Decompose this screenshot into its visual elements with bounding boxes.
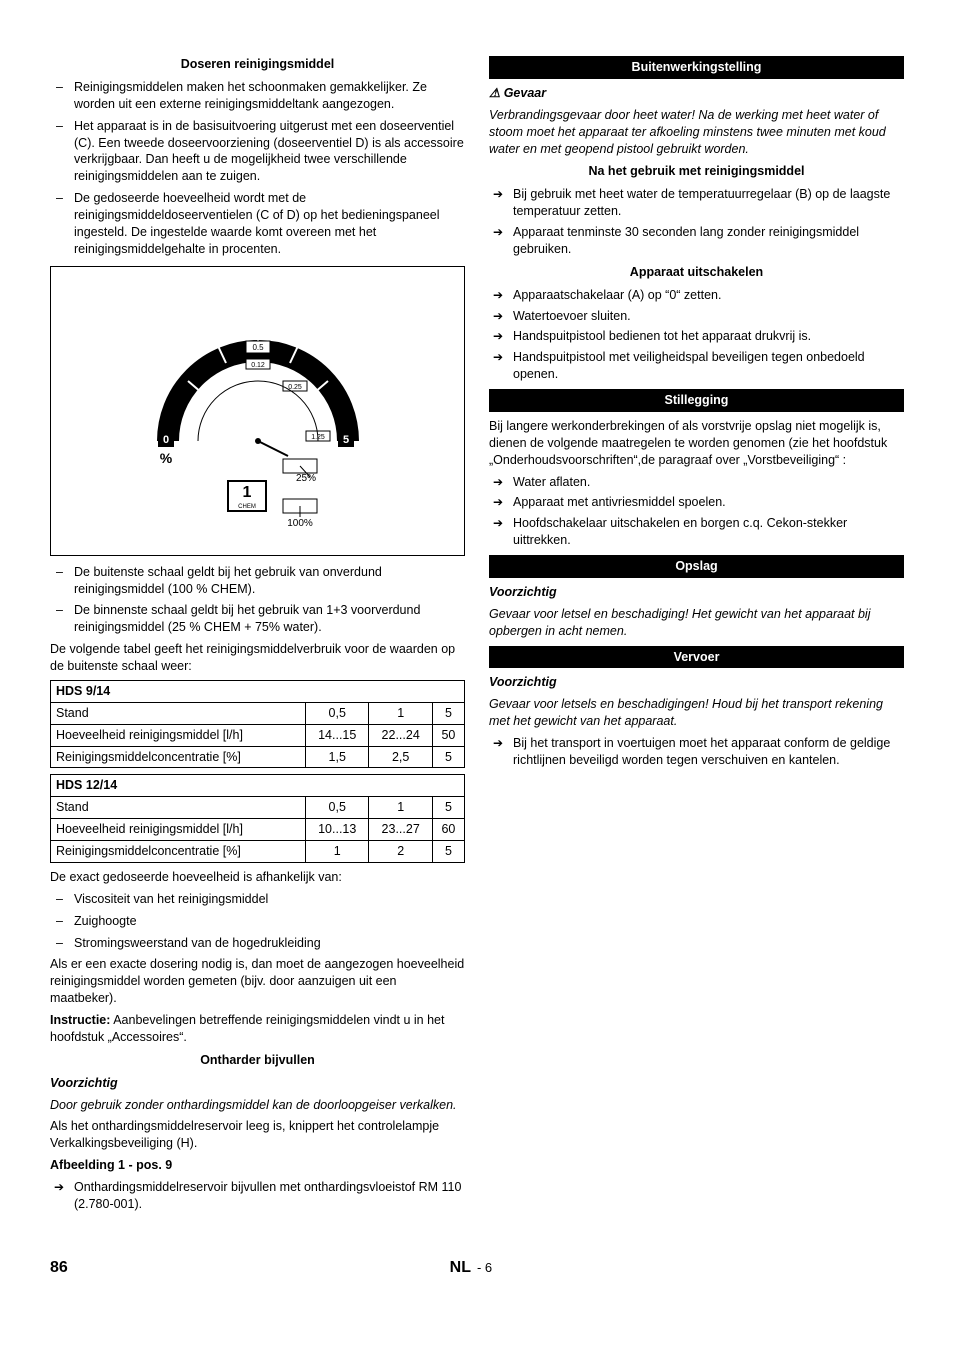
svg-text:25%: 25% [295, 473, 315, 484]
section-title: Doseren reinigingsmiddel [50, 56, 465, 73]
list-item: Onthardingsmiddelreservoir bijvullen met… [50, 1179, 465, 1213]
paragraph: Instructie: Aanbevelingen betreffende re… [50, 1012, 465, 1046]
list-item: Stromingsweerstand van de hogedrukleidin… [50, 935, 465, 952]
warning-body: Gevaar voor letsels en beschadigingen! H… [489, 696, 904, 730]
svg-text:100%: 100% [287, 518, 313, 529]
page-footer: 86 NL - 6 [50, 1257, 904, 1279]
paragraph: Als er een exacte dosering nodig is, dan… [50, 956, 465, 1007]
table-cell: 1 [369, 797, 432, 819]
paragraph: Bij langere werkonderbrekingen of als vo… [489, 418, 904, 469]
table-cell: Reinigingsmiddelconcentratie [%] [51, 746, 306, 768]
svg-text:1: 1 [242, 484, 251, 501]
warning-title: Voorzichtig [50, 1075, 465, 1092]
svg-text:0.12: 0.12 [251, 362, 265, 369]
table-cell: 5 [432, 702, 464, 724]
warning-title: Voorzichtig [489, 584, 904, 601]
svg-text:CHEM: CHEM [238, 504, 256, 510]
table-cell: 60 [432, 819, 464, 841]
table-cell: 22...24 [369, 724, 432, 746]
text: Gevaar [504, 86, 546, 100]
text: Aanbevelingen betreffende reinigingsmidd… [50, 1013, 444, 1044]
list-item: Bij gebruik met heet water de temperatuu… [489, 186, 904, 220]
table-cell: 5 [432, 797, 464, 819]
list-item: De binnenste schaal geldt bij het gebrui… [50, 602, 465, 636]
language-code: NL [450, 1259, 471, 1276]
arrow-list: Bij het transport in voertuigen moet het… [489, 735, 904, 769]
svg-text:0: 0 [162, 434, 168, 446]
list-item: De gedoseerde hoeveelheid wordt met de r… [50, 190, 465, 258]
svg-text:%: % [159, 450, 172, 466]
list-item: Zuighoogte [50, 913, 465, 930]
warning-title: ⚠ Gevaar [489, 85, 904, 102]
gauge-diagram: 0.5 0.12 0.25 1.25 0 % 5 25% 1 CHEM 100% [50, 266, 465, 556]
table-cell: 1 [369, 702, 432, 724]
table-hds-12-14: HDS 12/14 Stand0,515 Hoeveelheid reinigi… [50, 774, 465, 863]
paragraph: Als het onthardingsmiddelreservoir leeg … [50, 1118, 465, 1152]
warning-title: Voorzichtig [489, 674, 904, 691]
section-bar: Stillegging [489, 389, 904, 412]
table-cell: Hoeveelheid reinigingsmiddel [l/h] [51, 819, 306, 841]
arrow-list: Apparaatschakelaar (A) op “0“ zetten. Wa… [489, 287, 904, 383]
table-cell: 50 [432, 724, 464, 746]
table-cell: 23...27 [369, 819, 432, 841]
bullet-list: Viscositeit van het reinigingsmiddel Zui… [50, 891, 465, 952]
list-item: Viscositeit van het reinigingsmiddel [50, 891, 465, 908]
list-item: Apparaat tenminste 30 seconden lang zond… [489, 224, 904, 258]
paragraph: De exact gedoseerde hoeveelheid is afhan… [50, 869, 465, 886]
list-item: Het apparaat is in de basisuitvoering ui… [50, 118, 465, 186]
table-cell: Stand [51, 797, 306, 819]
section-title: Apparaat uitschakelen [489, 264, 904, 281]
list-item: Reinigingsmiddelen maken het schoonmaken… [50, 79, 465, 113]
table-cell: 1,5 [306, 746, 369, 768]
section-bar: Vervoer [489, 646, 904, 669]
arrow-list: Water aflaten. Apparaat met antivriesmid… [489, 474, 904, 550]
table-cell: Hoeveelheid reinigingsmiddel [l/h] [51, 724, 306, 746]
warning-body: Door gebruik zonder onthardingsmiddel ka… [50, 1097, 465, 1114]
section-bar: Opslag [489, 555, 904, 578]
table-cell: 0,5 [306, 702, 369, 724]
label: Instructie: [50, 1013, 110, 1027]
table-cell: 14...15 [306, 724, 369, 746]
figure-ref: Afbeelding 1 - pos. 9 [50, 1157, 465, 1174]
svg-text:0.5: 0.5 [252, 343, 264, 352]
table-header: HDS 12/14 [51, 775, 465, 797]
sub-page: - 6 [477, 1260, 492, 1275]
list-item: Hoofdschakelaar uitschakelen en borgen c… [489, 515, 904, 549]
table-cell: 10...13 [306, 819, 369, 841]
list-item: Handspuitpistool bedienen tot het appara… [489, 328, 904, 345]
paragraph: De volgende tabel geeft het reinigingsmi… [50, 641, 465, 675]
table-cell: Stand [51, 702, 306, 724]
table-cell: 5 [432, 746, 464, 768]
table-cell: Reinigingsmiddelconcentratie [%] [51, 841, 306, 863]
arrow-list: Bij gebruik met heet water de temperatuu… [489, 186, 904, 258]
arrow-list: Onthardingsmiddelreservoir bijvullen met… [50, 1179, 465, 1213]
list-item: Apparaatschakelaar (A) op “0“ zetten. [489, 287, 904, 304]
list-item: Apparaat met antivriesmiddel spoelen. [489, 494, 904, 511]
list-item: Watertoevoer sluiten. [489, 308, 904, 325]
table-header: HDS 9/14 [51, 680, 465, 702]
table-cell: 1 [306, 841, 369, 863]
table-cell: 2,5 [369, 746, 432, 768]
list-item: Handspuitpistool met veiligheidspal beve… [489, 349, 904, 383]
list-item: Water aflaten. [489, 474, 904, 491]
bullet-list: Reinigingsmiddelen maken het schoonmaken… [50, 79, 465, 258]
section-title: Na het gebruik met reinigingsmiddel [489, 163, 904, 180]
list-item: De buitenste schaal geldt bij het gebrui… [50, 564, 465, 598]
bullet-list: De buitenste schaal geldt bij het gebrui… [50, 564, 465, 637]
table-cell: 0,5 [306, 797, 369, 819]
svg-text:5: 5 [342, 434, 348, 446]
warning-body: Verbrandingsgevaar door heet water! Na d… [489, 107, 904, 158]
list-item: Bij het transport in voertuigen moet het… [489, 735, 904, 769]
table-cell: 5 [432, 841, 464, 863]
table-cell: 2 [369, 841, 432, 863]
warning-body: Gevaar voor letsel en beschadiging! Het … [489, 606, 904, 640]
section-title: Ontharder bijvullen [50, 1052, 465, 1069]
page-number: 86 [50, 1257, 68, 1279]
table-hds-9-14: HDS 9/14 Stand0,515 Hoeveelheid reinigin… [50, 680, 465, 769]
section-bar: Buitenwerkingstelling [489, 56, 904, 79]
warning-icon: ⚠ [489, 86, 500, 100]
